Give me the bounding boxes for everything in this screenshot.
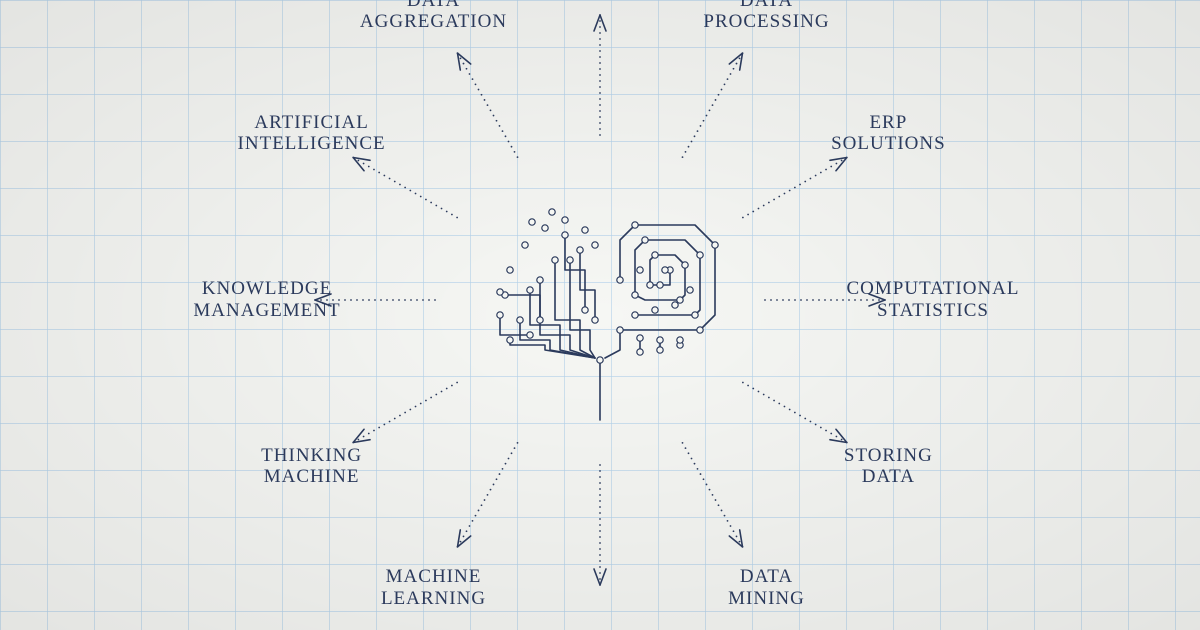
arrow-data-aggregation-label: DATA AGGREGATION — [360, 0, 507, 33]
arrow-computational-statistics-label: COMPUTATIONAL STATISTICS — [847, 278, 1020, 322]
arrow-machine-learning-label: MACHINE LEARNING — [381, 567, 486, 611]
arrow-erp-solutions-label: ERP SOLUTIONS — [831, 112, 946, 156]
arrow-storing-data-label: STORING DATA — [844, 445, 933, 489]
diagram-svg — [0, 0, 1200, 630]
diagram-stage: DATA PROCESSING ERP SOLUTIONS COMPUTATIONA… — [0, 0, 1200, 630]
arrow-artificial-intelligence-label: ARTIFICIAL INTELLIGENCE — [238, 112, 386, 156]
arrow-data-mining-label: DATA MINING — [728, 567, 805, 611]
arrow-thinking-machine-label: THINKING MACHINE — [261, 445, 362, 489]
vignette — [0, 0, 1200, 630]
arrow-data-processing-label: DATA PROCESSING — [703, 0, 829, 33]
arrow-knowledge-management-label: KNOWLEDGE MANAGEMENT — [193, 278, 340, 322]
